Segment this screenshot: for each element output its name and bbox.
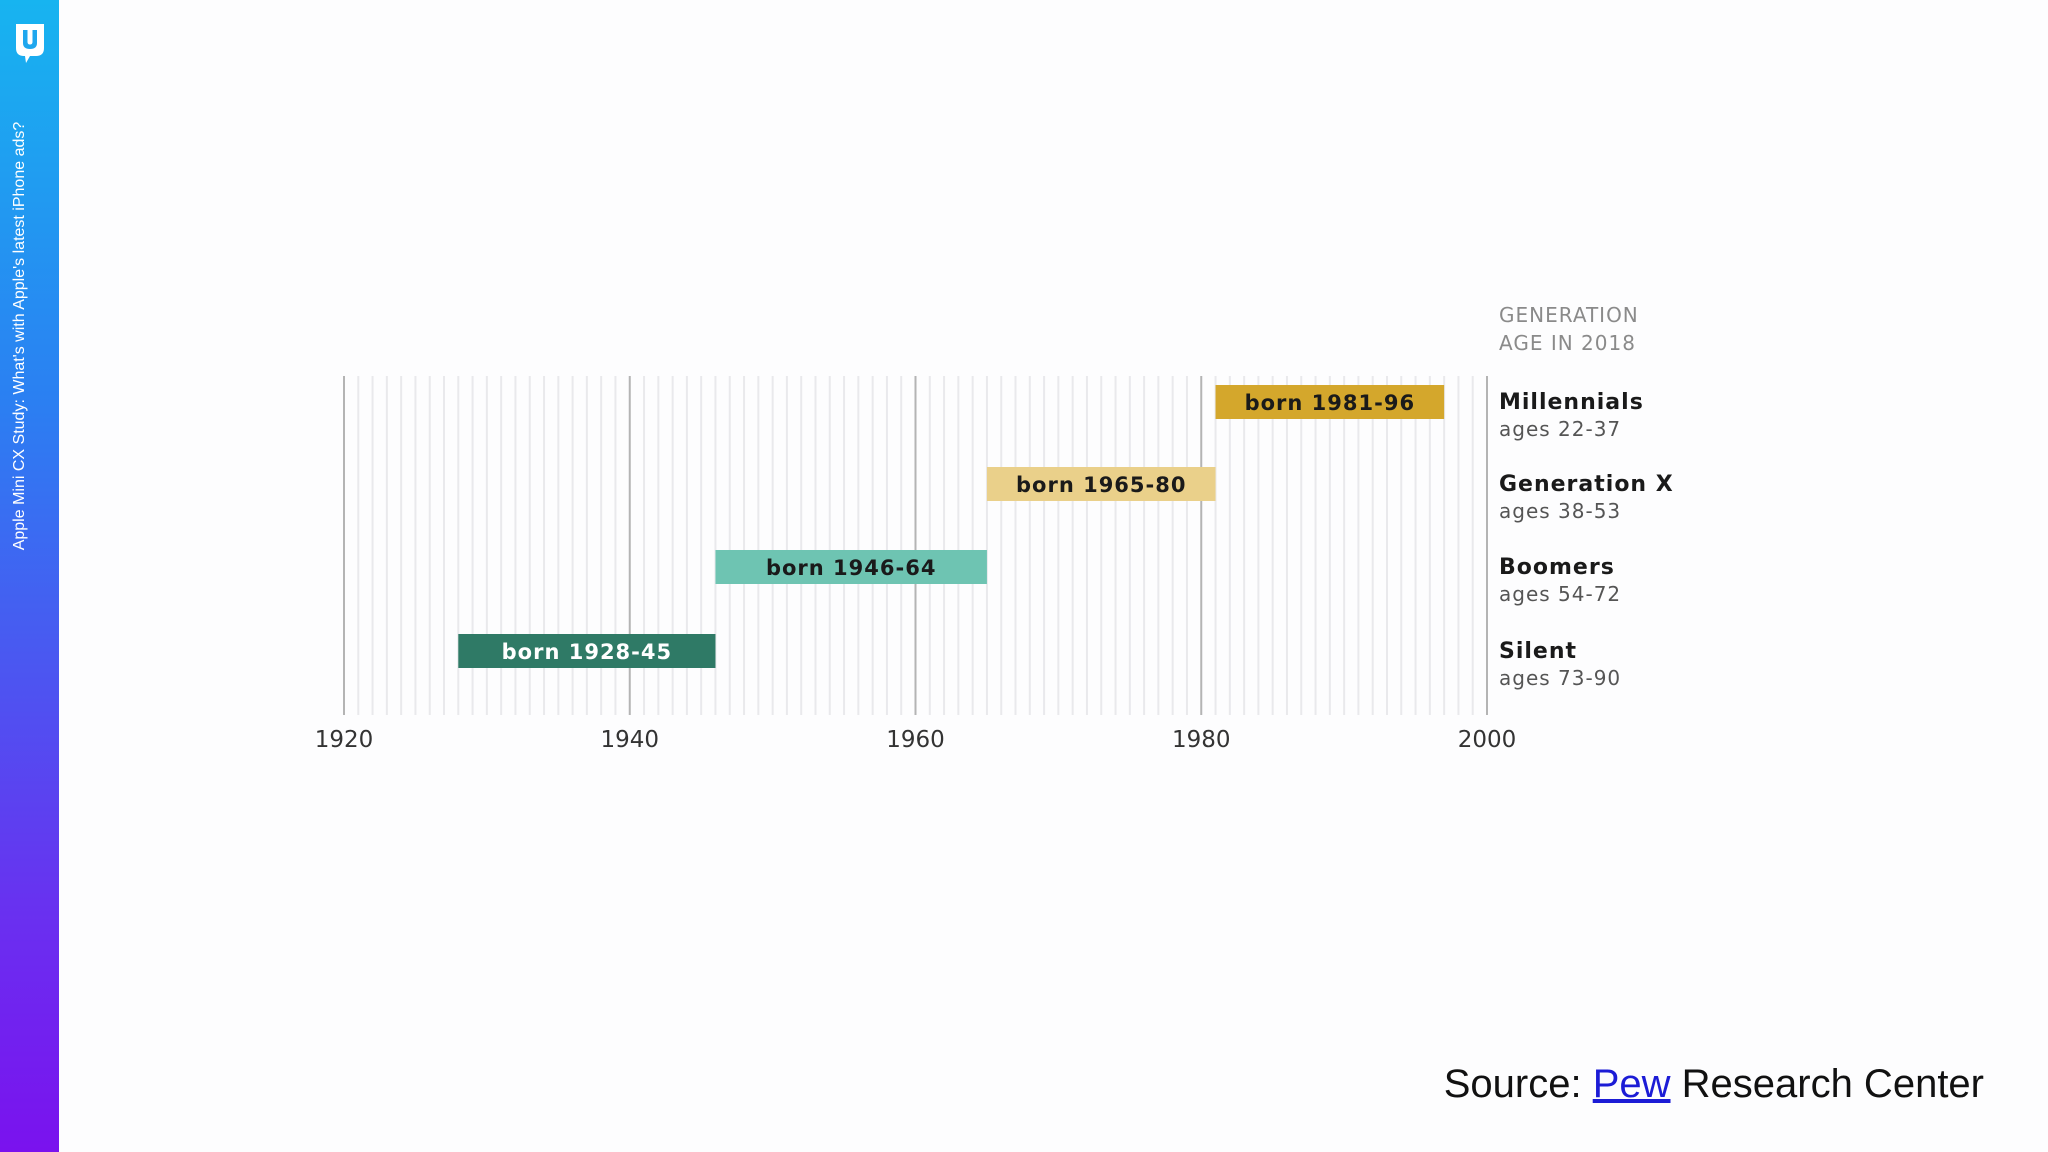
- bar-generation-x: [986, 467, 1216, 501]
- series-ages: ages 54-72: [1499, 582, 1621, 606]
- brand-logo-icon[interactable]: [13, 21, 47, 65]
- source-suffix: Research Center: [1670, 1062, 1984, 1106]
- series-name: Silent: [1499, 639, 1577, 664]
- bar-label: born 1928-45: [502, 640, 672, 664]
- bar-silent: [458, 634, 716, 668]
- x-tick-label: 1960: [886, 727, 945, 753]
- sidebar: Apple Mini CX Study: What's with Apple's…: [0, 0, 59, 1152]
- x-tick-label: 2000: [1458, 727, 1517, 753]
- bar-boomers: [715, 550, 987, 584]
- bar-label: born 1965-80: [1016, 473, 1186, 497]
- bar-label: born 1981-96: [1245, 391, 1415, 415]
- bar-label: born 1946-64: [766, 556, 936, 580]
- series-ages: ages 38-53: [1499, 499, 1621, 523]
- x-tick-label: 1940: [600, 727, 659, 753]
- x-tick-label: 1920: [315, 727, 374, 753]
- series-ages: ages 22-37: [1499, 417, 1621, 441]
- source-link[interactable]: Pew: [1592, 1062, 1671, 1106]
- bar-millennials: [1215, 385, 1445, 419]
- x-tick-label: 1980: [1172, 727, 1231, 753]
- legend-header-line: AGE IN 2018: [1499, 331, 1636, 355]
- series-name: Millennials: [1499, 390, 1644, 415]
- legend-header-line: GENERATION: [1499, 303, 1639, 327]
- source-citation: Source: Pew Research Center: [1444, 1062, 1984, 1107]
- series-name: Boomers: [1499, 555, 1615, 580]
- series-name: Generation X: [1499, 472, 1674, 497]
- series-ages: ages 73-90: [1499, 666, 1621, 690]
- source-prefix: Source:: [1443, 1062, 1593, 1106]
